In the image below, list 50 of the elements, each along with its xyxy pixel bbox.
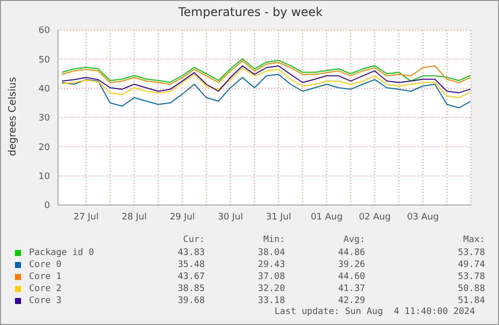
- x-tick-label: 27 Jul: [73, 212, 99, 222]
- text: 37.08: [256, 272, 285, 282]
- text: 41.37: [337, 284, 366, 294]
- text: 38.85: [176, 284, 205, 294]
- x-tick-label: 01 Aug: [310, 212, 343, 222]
- text: 32.20: [256, 284, 285, 294]
- text: 44.60: [337, 272, 366, 282]
- text: 43.67: [176, 272, 205, 282]
- x-tick-label: 30 Jul: [218, 212, 244, 222]
- y-tick-label: 60: [38, 26, 50, 36]
- y-tick-label: 40: [38, 84, 50, 95]
- y-tick-label: 0: [44, 201, 50, 212]
- text: 53.78: [456, 272, 485, 282]
- legend-label: Core 3: [28, 296, 63, 306]
- text: Cur:: [182, 235, 205, 247]
- text: 49.74: [456, 260, 485, 270]
- line-series: [62, 67, 471, 98]
- line-series: [62, 74, 471, 108]
- legend-label: Package id 0: [28, 248, 96, 258]
- legend-label: Core 2: [28, 284, 63, 294]
- y-tick-label: 50: [38, 55, 50, 66]
- line-series: [62, 65, 471, 94]
- chart-title: Temperatures - by week: [177, 5, 324, 19]
- text: 33.18: [256, 296, 285, 306]
- text: 39.68: [176, 296, 205, 306]
- text: 38.04: [256, 248, 285, 258]
- y-tick-label: 30: [38, 114, 50, 124]
- y-axis-title: degrees Celsius: [8, 76, 18, 158]
- x-tick-label: 02 Aug: [358, 212, 391, 222]
- x-tick-label: 03 Aug: [406, 212, 439, 222]
- legend-label: Core 0: [28, 260, 63, 270]
- x-tick-label: 29 Jul: [170, 212, 195, 222]
- text: Last update: Sun Aug 4 11:40:00 2024: [274, 307, 476, 317]
- text: 50.88: [456, 284, 485, 294]
- y-tick-label: 10: [38, 172, 50, 182]
- text: 43.83: [176, 248, 205, 258]
- text: Avg:: [342, 235, 366, 247]
- x-tick-label: 28 Jul: [122, 212, 147, 222]
- text: 39.26: [337, 260, 366, 270]
- y-tick-label: 20: [38, 142, 50, 153]
- legend-label: Core 1: [28, 272, 63, 282]
- text: 53.78: [456, 248, 485, 258]
- text: Min:: [262, 235, 285, 247]
- text: 44.86: [337, 248, 366, 258]
- text: 35.48: [176, 260, 205, 270]
- text: 51.84: [456, 296, 485, 306]
- text: 42.29: [337, 296, 366, 306]
- text: Max:: [462, 235, 485, 247]
- text: 29.43: [256, 260, 285, 270]
- x-tick-label: 31 Jul: [266, 212, 292, 222]
